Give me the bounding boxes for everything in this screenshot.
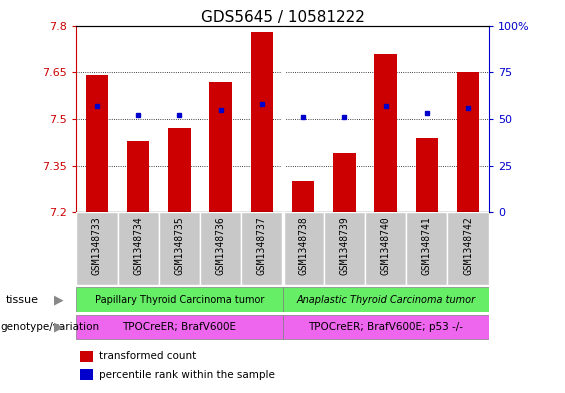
Bar [415, 138, 438, 212]
Bar [168, 128, 191, 212]
Text: GSM1348733: GSM1348733 [92, 216, 102, 275]
Bar [76, 315, 282, 340]
Bar [406, 212, 447, 285]
Bar [324, 212, 365, 285]
Bar [241, 212, 282, 285]
Bar [282, 212, 324, 285]
Bar [76, 212, 118, 285]
Text: GSM1348740: GSM1348740 [381, 216, 390, 275]
Text: GSM1348738: GSM1348738 [298, 216, 308, 275]
Text: GSM1348734: GSM1348734 [133, 216, 143, 275]
Text: ▶: ▶ [54, 321, 63, 334]
Bar [85, 75, 108, 212]
Bar [283, 315, 489, 340]
Text: genotype/variation: genotype/variation [0, 322, 99, 332]
Text: Papillary Thyroid Carcinoma tumor: Papillary Thyroid Carcinoma tumor [95, 295, 264, 305]
Bar [76, 287, 282, 312]
Text: GSM1348736: GSM1348736 [216, 216, 225, 275]
Bar [80, 351, 93, 362]
Bar [250, 32, 273, 212]
Bar [447, 212, 489, 285]
Text: transformed count: transformed count [99, 351, 196, 362]
Bar [159, 212, 200, 285]
Bar [80, 369, 93, 380]
Text: TPOCreER; BrafV600E; p53 -/-: TPOCreER; BrafV600E; p53 -/- [308, 322, 463, 332]
Text: Anaplastic Thyroid Carcinoma tumor: Anaplastic Thyroid Carcinoma tumor [296, 295, 475, 305]
Bar [283, 287, 489, 312]
Text: GSM1348739: GSM1348739 [340, 216, 349, 275]
Bar [127, 141, 150, 212]
Bar [365, 212, 406, 285]
Text: GSM1348742: GSM1348742 [463, 216, 473, 275]
Text: percentile rank within the sample: percentile rank within the sample [99, 370, 275, 380]
Bar [292, 181, 315, 212]
Bar [457, 72, 480, 212]
Bar [118, 212, 159, 285]
Text: GSM1348735: GSM1348735 [175, 216, 184, 275]
Text: TPOCreER; BrafV600E: TPOCreER; BrafV600E [123, 322, 236, 332]
Text: GSM1348737: GSM1348737 [257, 216, 267, 275]
Bar [200, 212, 241, 285]
Bar [333, 153, 356, 212]
Bar [374, 53, 397, 212]
Text: ▶: ▶ [54, 293, 63, 306]
Text: tissue: tissue [6, 295, 38, 305]
Text: GSM1348741: GSM1348741 [422, 216, 432, 275]
Text: GDS5645 / 10581222: GDS5645 / 10581222 [201, 10, 364, 25]
Bar [209, 81, 232, 212]
